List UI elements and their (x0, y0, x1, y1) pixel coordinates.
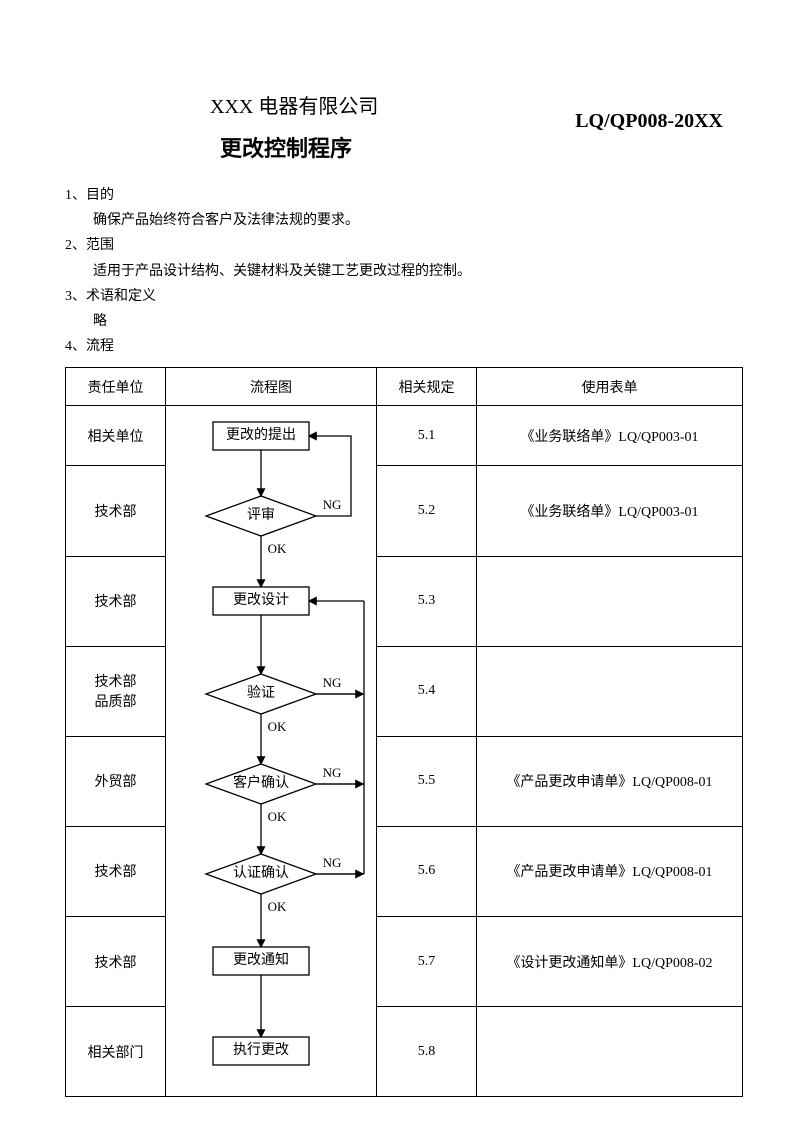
rule-cell: 5.3 (377, 556, 477, 646)
rule-cell: 5.4 (377, 646, 477, 736)
section-list: 1、目的 确保产品始终符合客户及法律法规的要求。 2、范围 适用于产品设计结构、… (65, 183, 743, 359)
table-header-row: 责任单位 流程图 相关规定 使用表单 (66, 368, 743, 406)
section-1-num: 1、目的 (65, 183, 743, 208)
process-table: 责任单位 流程图 相关规定 使用表单 相关单位OKOKOKOKNGNGNGNG更… (65, 367, 743, 1097)
section-3-num: 3、术语和定义 (65, 284, 743, 309)
doc-title: 更改控制程序 (220, 131, 743, 163)
form-cell: 《业务联络单》LQ/QP003-01 (477, 406, 743, 466)
unit-cell: 技术部 (66, 917, 166, 1007)
section-4-num: 4、流程 (65, 334, 743, 359)
form-cell: 《设计更改通知单》LQ/QP008-02 (477, 917, 743, 1007)
form-cell (477, 556, 743, 646)
flowchart-cell: OK OK OK OK NG NG NG NG 更改的提出评审更改设计验证客户确认认证确认更改通… (166, 406, 377, 1097)
form-cell: 《产品更改申请单》LQ/QP008-01 (477, 736, 743, 826)
svg-text:NG: NG (323, 765, 342, 780)
th-unit: 责任单位 (66, 368, 166, 406)
unit-cell: 技术部 (66, 556, 166, 646)
svg-text:更改的提出: 更改的提出 (226, 428, 296, 444)
svg-text:OK: OK (268, 541, 287, 556)
doc-header: XXX 电器有限公司 LQ/QP008-20XX 更改控制程序 (65, 90, 743, 163)
form-cell (477, 1007, 743, 1097)
unit-cell: 技术部品质部 (66, 646, 166, 736)
rule-cell: 5.5 (377, 736, 477, 826)
section-1-body: 确保产品始终符合客户及法律法规的要求。 (65, 208, 743, 233)
svg-text:NG: NG (323, 855, 342, 870)
unit-cell: 相关部门 (66, 1007, 166, 1097)
svg-text:更改设计: 更改设计 (233, 593, 289, 609)
unit-cell: 技术部 (66, 466, 166, 556)
svg-text:执行更改: 执行更改 (233, 1043, 289, 1059)
th-flow: 流程图 (166, 368, 377, 406)
rule-cell: 5.6 (377, 826, 477, 916)
form-cell: 《产品更改申请单》LQ/QP008-01 (477, 826, 743, 916)
th-rule: 相关规定 (377, 368, 477, 406)
svg-text:NG: NG (323, 675, 342, 690)
unit-cell: 技术部 (66, 826, 166, 916)
form-cell: 《业务联络单》LQ/QP003-01 (477, 466, 743, 556)
section-3-body: 略 (65, 309, 743, 334)
section-2-num: 2、范围 (65, 233, 743, 258)
svg-text:NG: NG (323, 497, 342, 512)
svg-text:评审: 评审 (247, 508, 275, 524)
section-2-body: 适用于产品设计结构、关键材料及关键工艺更改过程的控制。 (65, 259, 743, 284)
doc-code: LQ/QP008-20XX (575, 110, 723, 133)
rule-cell: 5.1 (377, 406, 477, 466)
form-cell (477, 646, 743, 736)
rule-cell: 5.7 (377, 917, 477, 1007)
svg-text:认证确认: 认证确认 (233, 866, 289, 882)
table-row: 相关单位OKOKOKOKNGNGNGNG更改的提出评审更改设计验证客户确认认证确… (66, 406, 743, 466)
svg-text:OK: OK (268, 809, 287, 824)
rule-cell: 5.8 (377, 1007, 477, 1097)
rule-cell: 5.2 (377, 466, 477, 556)
svg-text:OK: OK (268, 719, 287, 734)
unit-cell: 外贸部 (66, 736, 166, 826)
unit-cell: 相关单位 (66, 406, 166, 466)
svg-text:客户确认: 客户确认 (233, 775, 289, 792)
svg-text:更改通知: 更改通知 (233, 952, 289, 969)
th-form: 使用表单 (477, 368, 743, 406)
svg-text:OK: OK (268, 899, 287, 914)
svg-text:验证: 验证 (247, 686, 275, 702)
flowchart-svg: OK OK OK OK NG NG NG NG 更改的提出评审更改设计验证客户确认认证确认更改通… (166, 406, 376, 1096)
